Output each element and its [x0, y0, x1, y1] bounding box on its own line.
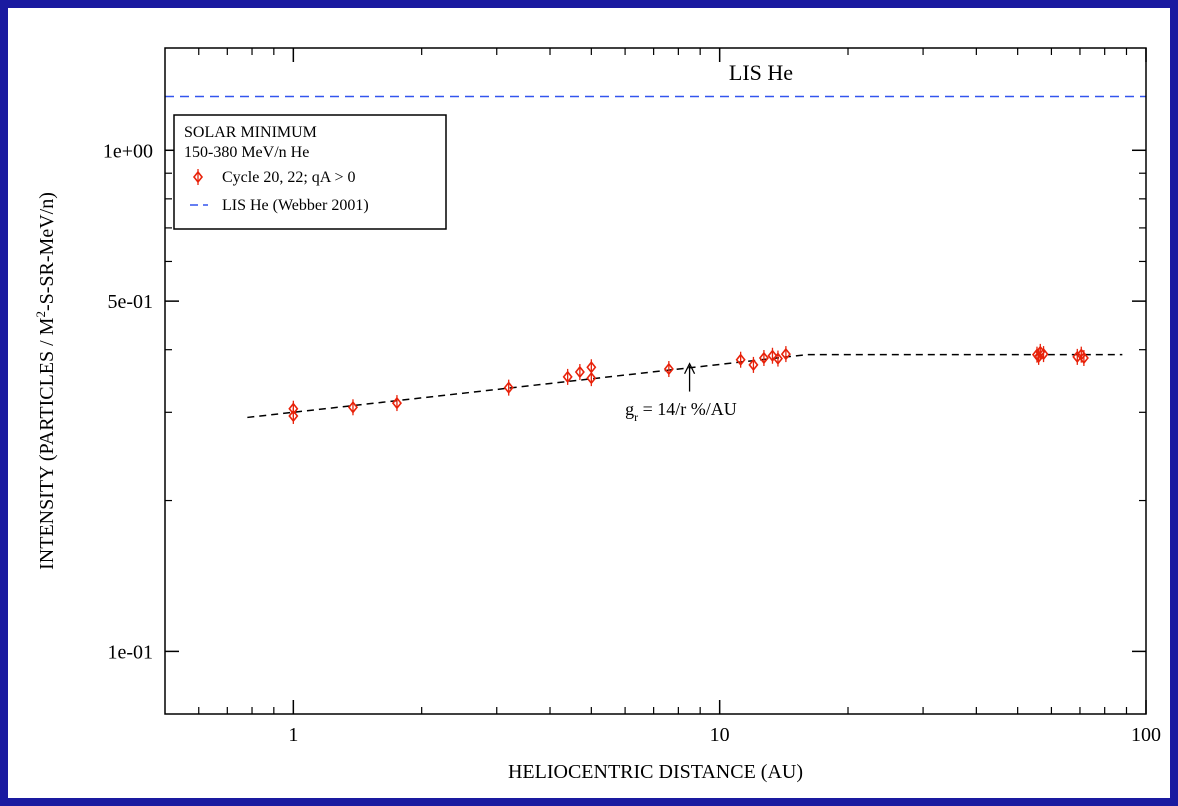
data-point-marker	[735, 353, 746, 366]
gradient-annotation-base: g	[625, 399, 634, 419]
y-axis-label-pre: INTENSITY (PARTICLES / M	[36, 317, 58, 570]
plot-area	[164, 47, 1147, 715]
annotations: LIS He gr = 14/r %/AU	[625, 60, 793, 424]
data-point	[772, 350, 783, 367]
data-point	[586, 359, 597, 376]
data-point	[735, 351, 746, 368]
data-point	[391, 395, 402, 412]
intensity-vs-distance-chart: 1 10 100 1e-01 5e-01 1e+00 SOLAR MINIMUM 150-3…	[33, 47, 1161, 783]
data-point-marker	[503, 381, 514, 394]
data-point-marker	[347, 401, 358, 414]
y-tick-label: 1e+00	[103, 140, 153, 162]
data-point-marker	[663, 362, 674, 376]
lis-he-annotation: LIS He	[729, 60, 793, 85]
x-tick-label: 1	[288, 724, 298, 746]
data-point	[758, 350, 769, 367]
data-point-marker	[574, 365, 585, 379]
data-point	[780, 346, 791, 363]
data-point	[562, 368, 573, 385]
data-point-marker	[780, 347, 791, 361]
figure-frame: 1 10 100 1e-01 5e-01 1e+00 SOLAR MINIMUM 150-3…	[8, 8, 1170, 798]
legend-title-line: SOLAR MINIMUM	[184, 124, 317, 141]
gradient-annotation: gr = 14/r %/AU	[625, 399, 737, 424]
data-point	[748, 356, 759, 373]
data-point-marker	[748, 358, 759, 372]
data-point-marker	[288, 409, 299, 423]
gradient-arrow-head	[683, 362, 696, 375]
gradient-annotation-rest: = 14/r %/AU	[638, 399, 737, 419]
y-axis-label: INTENSITY (PARTICLES / M2-S-SR-MeV/n)	[33, 192, 58, 570]
x-axis-label: HELIOCENTRIC DISTANCE (AU)	[508, 761, 803, 783]
data-point-marker	[758, 351, 769, 365]
data-point-marker	[772, 352, 783, 365]
fit-line	[247, 353, 1123, 419]
data-point	[767, 347, 778, 364]
data-point-marker	[1033, 350, 1044, 364]
gradient-annotation-sub: r	[634, 410, 638, 424]
data-point	[1072, 348, 1083, 365]
data-point-marker	[767, 349, 778, 363]
data-point-marker	[562, 370, 573, 384]
data-point	[288, 407, 299, 424]
y-tick-label: 5e-01	[107, 291, 153, 313]
data-point-marker	[391, 396, 402, 410]
data-point-marker	[1072, 350, 1083, 364]
y-axis-label-sup: 2	[33, 311, 48, 318]
data-point	[347, 399, 358, 416]
y-axis-label-post: -S-SR-MeV/n)	[36, 192, 58, 311]
series-layer	[165, 95, 1146, 424]
tick-labels: 1 10 100 1e-01 5e-01 1e+00	[103, 140, 1161, 746]
data-point	[574, 364, 585, 381]
legend: SOLAR MINIMUM 150-380 MeV/n He Cycle 20, 2…	[173, 114, 447, 230]
legend-entry-label: Cycle 20, 22; qA > 0	[222, 169, 355, 186]
y-tick-label: 1e-01	[107, 641, 153, 663]
data-point-marker	[586, 360, 597, 374]
legend-box	[173, 114, 447, 230]
legend-title-line: 150-380 MeV/n He	[184, 144, 309, 161]
data-point	[503, 379, 514, 396]
data-point	[663, 361, 674, 378]
data-point	[1078, 350, 1089, 367]
data-point-marker	[1078, 351, 1089, 365]
data-point	[1038, 346, 1049, 363]
legend-marker-diamond	[192, 170, 204, 184]
x-tick-label: 10	[710, 724, 730, 746]
data-point-marker	[586, 371, 597, 385]
data-point	[1033, 348, 1044, 365]
x-tick-label: 100	[1131, 724, 1161, 746]
legend-entry-label: LIS He (Webber 2001)	[222, 197, 369, 214]
data-point-marker	[1038, 347, 1049, 361]
